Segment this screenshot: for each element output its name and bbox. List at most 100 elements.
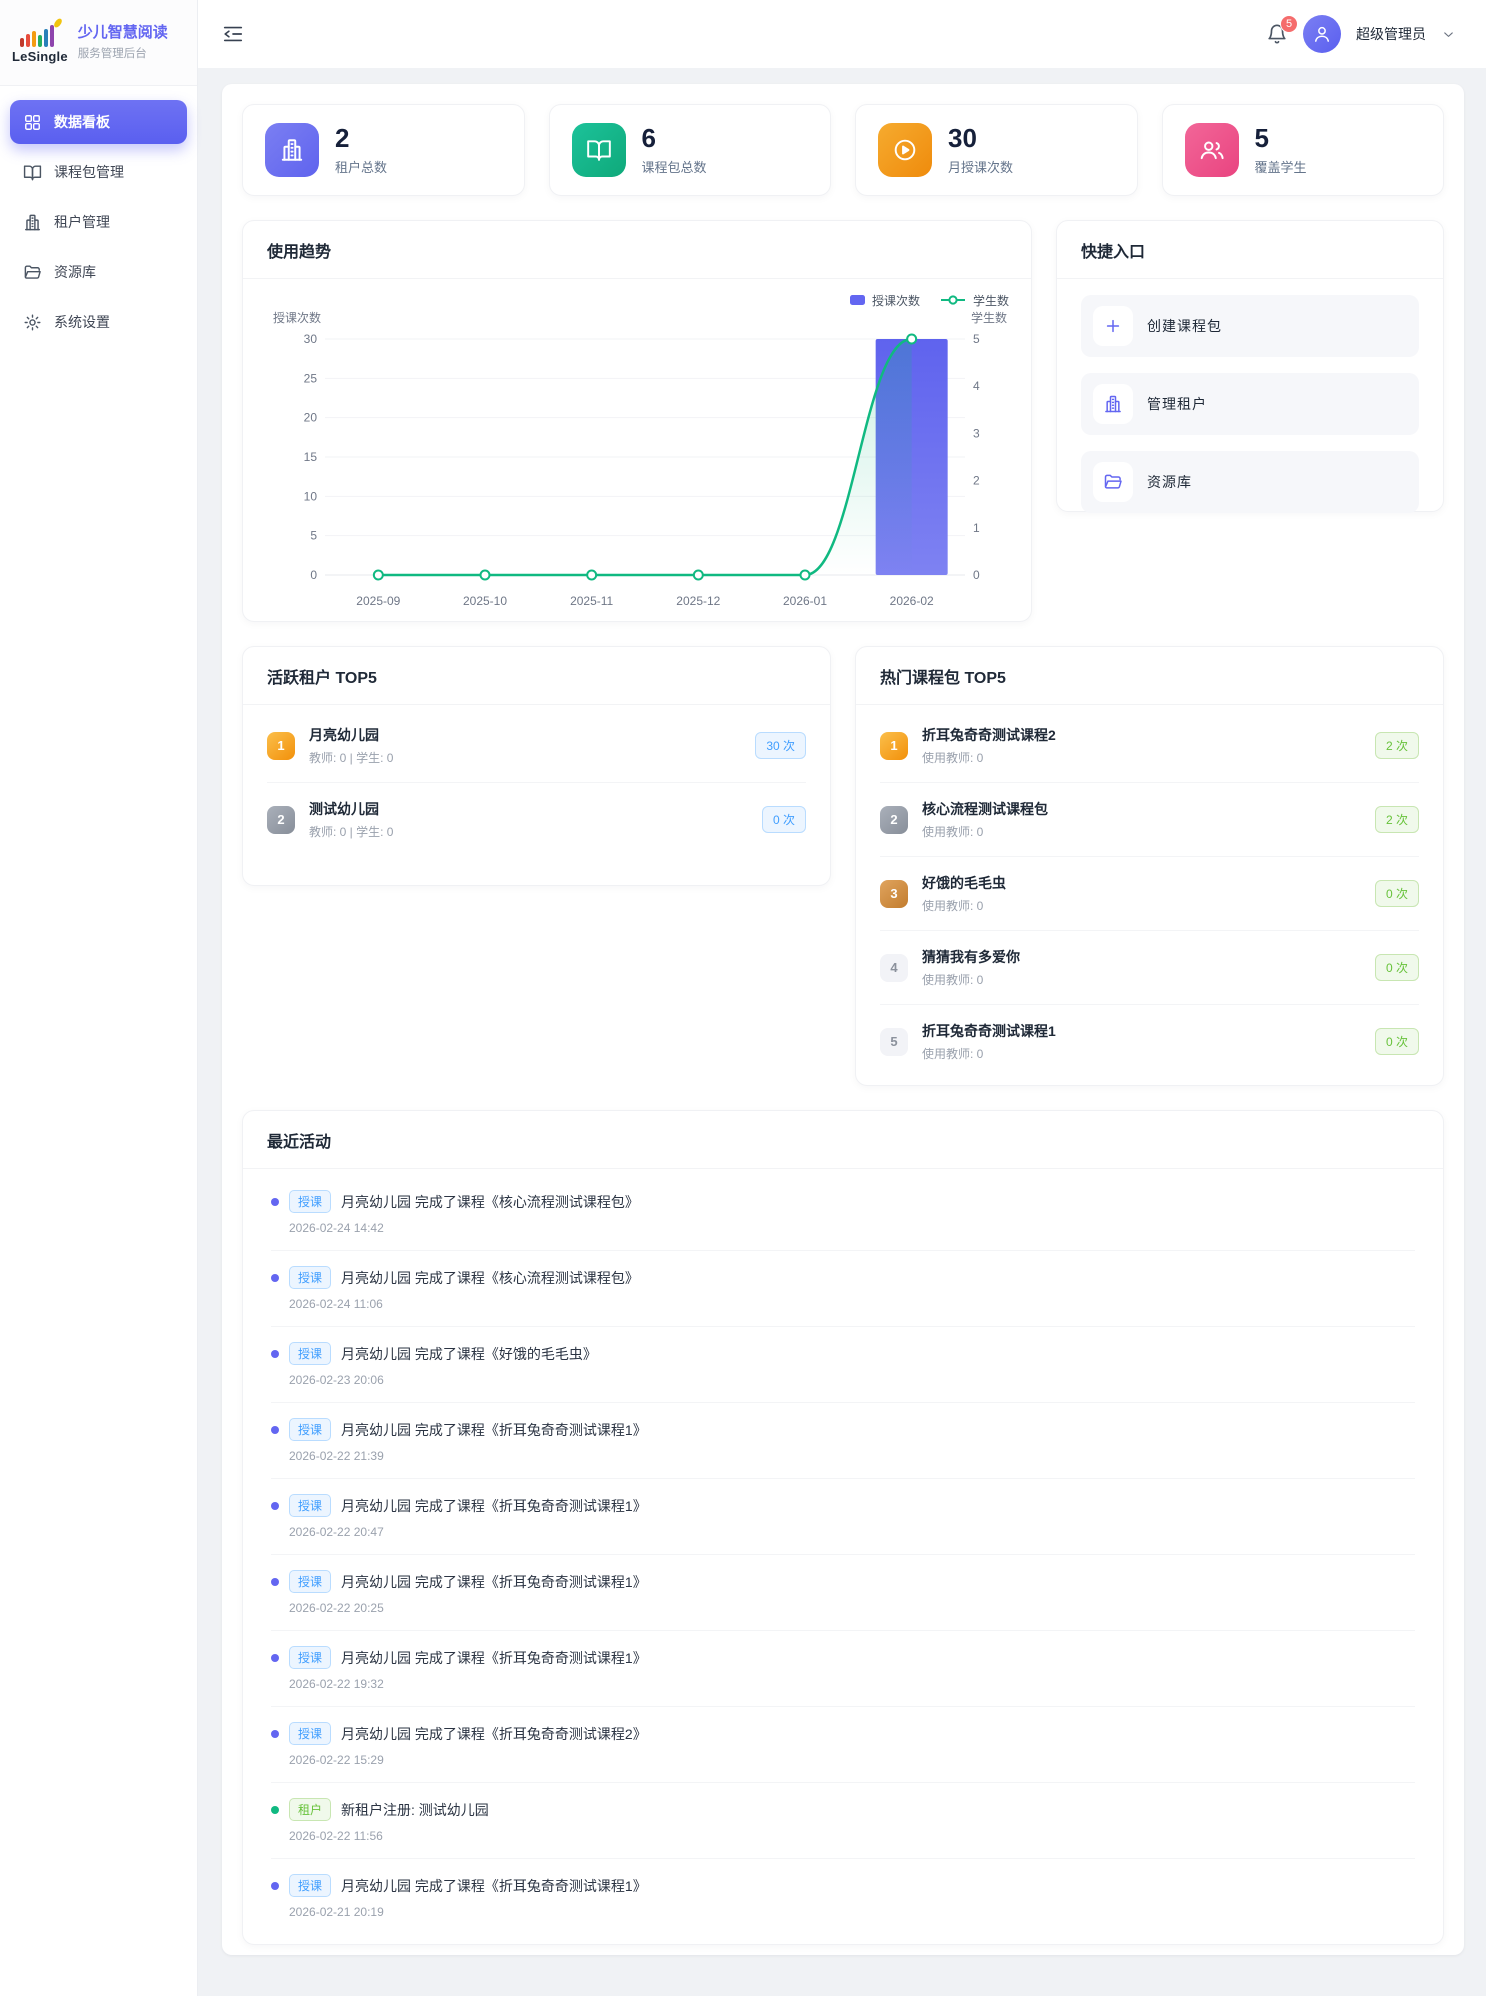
sidebar-item[interactable]: 资源库 (10, 250, 187, 294)
svg-text:15: 15 (304, 450, 318, 464)
svg-text:5: 5 (973, 332, 980, 346)
folder-icon (23, 263, 42, 282)
top-header: 5 超级管理员 (198, 0, 1486, 68)
tenant-name: 月亮幼儿园 (309, 727, 379, 743)
svg-text:学生数: 学生数 (971, 310, 1007, 325)
dashboard-panel: 2 租户总数 6 课程包总数 30 (222, 84, 1464, 1955)
activity-time: 2026-02-22 11:56 (289, 1829, 383, 1843)
activity-dot-icon (271, 1425, 279, 1434)
activity-type-badge: 授课 (289, 1266, 332, 1289)
stat-icon-tile (878, 123, 932, 177)
package-count-badge: 0 次 (1374, 1028, 1419, 1055)
activity-item: 授课 月亮幼儿园 完成了课程《折耳兔奇奇测试课程1》 2026-02-22 20… (271, 1479, 1415, 1555)
stat-icon-tile (1184, 123, 1239, 177)
svg-text:3: 3 (973, 426, 980, 440)
legend-bar-swatch-icon (849, 295, 865, 305)
user-icon (1312, 24, 1332, 44)
package-count-badge: 2 次 (1374, 806, 1419, 833)
legend-line-swatch-icon (940, 295, 965, 305)
activity-dot-icon (271, 1805, 279, 1814)
quick-entry-title: 快捷入口 (1057, 221, 1443, 279)
quick-entry-label: 创建课程包 (1147, 318, 1222, 334)
activity-item: 授课 月亮幼儿园 完成了课程《折耳兔奇奇测试课程1》 2026-02-22 20… (271, 1555, 1415, 1631)
activity-time: 2026-02-22 20:25 (289, 1601, 384, 1615)
quick-entry-item[interactable]: 资源库 (1081, 451, 1419, 513)
tenant-count-badge: 0 次 (761, 806, 806, 833)
quick-entry-icon-tile (1093, 384, 1133, 424)
package-sub: 使用教师: 0 (922, 899, 984, 913)
sidebar-item-label: 租户管理 (54, 214, 110, 230)
package-count-badge: 0 次 (1374, 880, 1419, 907)
usage-trend-chart: 0 5 10 15 20 25 30 0 1 2 3 4 5 授课次数 学生数 2025-09 2025-10 2… (243, 309, 1031, 619)
activity-text: 新租户注册: 测试幼儿园 (341, 1801, 489, 1818)
stat-value: 30 (948, 122, 977, 153)
svg-text:2026-01: 2026-01 (783, 594, 827, 608)
quick-entry-card: 快捷入口 创建课程包 管理租户 (1056, 220, 1444, 513)
user-avatar[interactable] (1303, 15, 1341, 53)
grid-icon (23, 113, 42, 132)
quick-entry-icon-tile (1093, 462, 1133, 502)
stat-label: 租户总数 (335, 160, 388, 176)
package-count-badge: 2 次 (1374, 732, 1419, 759)
svg-text:0: 0 (310, 568, 317, 582)
quick-entry-label: 资源库 (1147, 474, 1192, 490)
sidebar-item-label: 系统设置 (54, 314, 110, 330)
stat-value: 2 (335, 122, 350, 153)
building-icon (1103, 394, 1123, 414)
package-name: 折耳兔奇奇测试课程1 (922, 1023, 1056, 1039)
tenant-sub: 教师: 0 | 学生: 0 (309, 751, 394, 765)
chevron-down-icon[interactable] (1441, 27, 1456, 42)
activity-time: 2026-02-22 21:39 (289, 1449, 384, 1463)
hot-packages-card: 热门课程包 TOP5 1 折耳兔奇奇测试课程2 使用教师: 0 2 次 2 (855, 646, 1444, 1086)
activity-text: 月亮幼儿园 完成了课程《折耳兔奇奇测试课程1》 (341, 1649, 647, 1666)
stat-label: 月授课次数 (948, 160, 1014, 176)
activity-type-badge: 授课 (289, 1722, 332, 1745)
play-circle-icon (892, 137, 918, 163)
svg-text:授课次数: 授课次数 (273, 310, 321, 325)
activity-item: 授课 月亮幼儿园 完成了课程《折耳兔奇奇测试课程1》 2026-02-22 19… (271, 1631, 1415, 1707)
sidebar-item[interactable]: 数据看板 (10, 100, 187, 144)
notification-count-badge: 5 (1280, 15, 1298, 33)
sidebar-item[interactable]: 课程包管理 (10, 150, 187, 194)
activity-text: 月亮幼儿园 完成了课程《核心流程测试课程包》 (341, 1193, 639, 1210)
rank-badge: 1 (267, 731, 295, 760)
stat-value: 6 (641, 122, 656, 153)
activity-time: 2026-02-23 20:06 (289, 1373, 384, 1387)
fold-icon[interactable] (222, 23, 244, 45)
legend-bar-label: 授课次数 (871, 293, 920, 308)
tenant-row: 2 测试幼儿园 教师: 0 | 学生: 0 0 次 (267, 783, 806, 856)
activity-time: 2026-02-22 20:47 (289, 1525, 384, 1539)
rank-badge: 1 (880, 731, 908, 760)
quick-entry-item[interactable]: 创建课程包 (1081, 295, 1419, 357)
gear-icon (23, 313, 42, 332)
svg-text:30: 30 (304, 332, 318, 346)
activity-type-badge: 授课 (289, 1342, 332, 1365)
svg-text:2025-12: 2025-12 (676, 594, 720, 608)
active-tenants-card: 活跃租户 TOP5 1 月亮幼儿园 教师: 0 | 学生: 0 30 次 2 (242, 646, 831, 886)
row-top-lists: 活跃租户 TOP5 1 月亮幼儿园 教师: 0 | 学生: 0 30 次 2 (242, 646, 1444, 1086)
tenant-row: 1 月亮幼儿园 教师: 0 | 学生: 0 30 次 (267, 709, 806, 783)
svg-text:2025-10: 2025-10 (463, 594, 507, 608)
sidebar-item-label: 资源库 (54, 264, 96, 280)
sidebar-item[interactable]: 租户管理 (10, 200, 187, 244)
app-title: 少儿智慧阅读 (77, 23, 168, 41)
svg-text:4: 4 (973, 379, 980, 393)
header-actions: 5 超级管理员 (1266, 15, 1456, 53)
logo-mark-icon: LeSingle (12, 17, 68, 64)
rank-badge: 3 (880, 879, 908, 908)
sidebar-item[interactable]: 系统设置 (10, 300, 187, 344)
notifications-button[interactable]: 5 (1266, 15, 1298, 45)
chart-legend: 授课次数 学生数 (243, 279, 1031, 309)
activity-dot-icon (271, 1653, 279, 1662)
sidebar-item-label: 数据看板 (54, 114, 110, 130)
stat-icon-tile (571, 123, 626, 177)
book-open-icon (586, 137, 612, 163)
tenant-count-badge: 30 次 (755, 732, 806, 759)
activity-text: 月亮幼儿园 完成了课程《核心流程测试课程包》 (341, 1269, 639, 1286)
app-subtitle: 服务管理后台 (77, 48, 147, 61)
quick-entry-item[interactable]: 管理租户 (1081, 373, 1419, 435)
activity-type-badge: 授课 (289, 1646, 332, 1669)
package-row: 1 折耳兔奇奇测试课程2 使用教师: 0 2 次 (880, 709, 1419, 783)
activity-item: 授课 月亮幼儿园 完成了课程《好饿的毛毛虫》 2026-02-23 20:06 (271, 1327, 1415, 1403)
package-sub: 使用教师: 0 (922, 825, 984, 839)
